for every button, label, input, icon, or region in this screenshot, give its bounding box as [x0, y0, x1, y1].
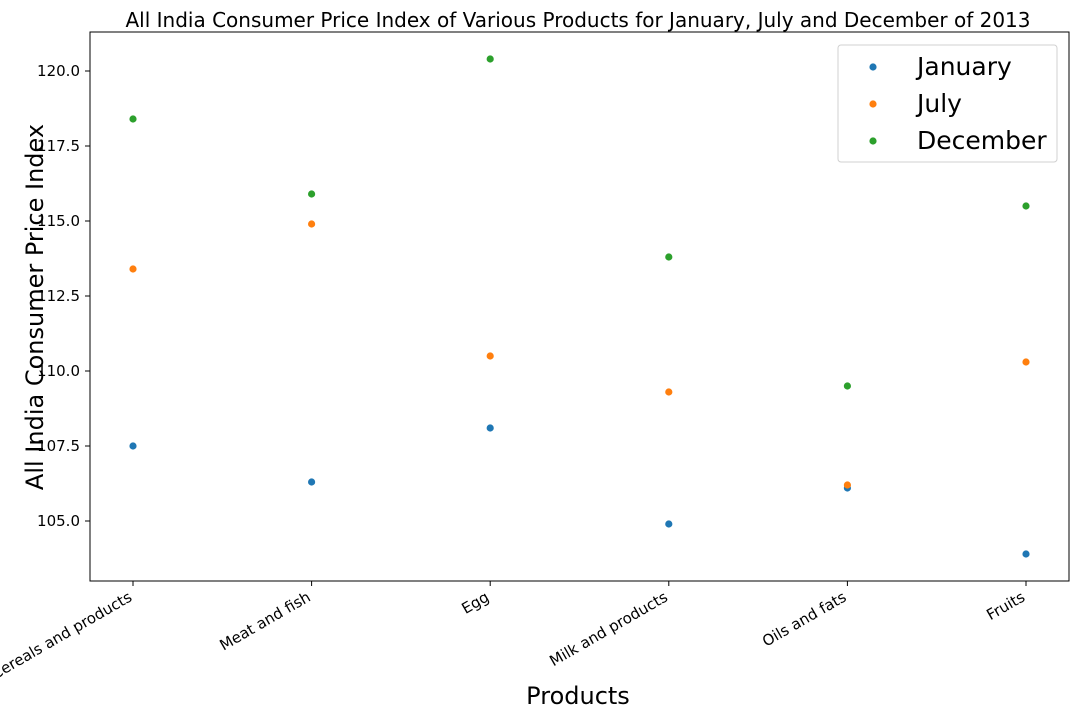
y-tick-label: 112.5: [37, 287, 80, 305]
legend-items: January July December: [869, 52, 1047, 155]
x-tick-label: Oils and fats: [759, 588, 849, 651]
legend-label-january: January: [915, 52, 1012, 81]
x-tick-label: Meat and fish: [216, 588, 313, 654]
x-axis-ticks: Cereals and products Meat and fish Egg Milk…: [0, 581, 1028, 683]
legend-marker-december: [869, 137, 877, 145]
x-tick-label: Milk and products: [546, 588, 671, 670]
data-point-january: [486, 424, 494, 432]
y-tick-label: 120.0: [37, 62, 80, 80]
data-point-july: [129, 265, 137, 273]
data-point-january: [1022, 550, 1030, 558]
legend-marker-january: [869, 63, 877, 71]
x-tick-label: Egg: [458, 588, 492, 618]
legend-label-july: July: [915, 89, 962, 118]
plot-area-frame: [89, 31, 1070, 582]
x-tick-label: Fruits: [983, 588, 1028, 624]
series-january-points: [129, 424, 1030, 558]
x-axis-label: Products: [526, 682, 630, 710]
x-tick-label: Cereals and products: [0, 588, 135, 683]
y-tick-label: 107.5: [37, 437, 80, 455]
y-tick-label: 110.0: [37, 362, 80, 380]
data-point-december: [486, 55, 494, 63]
data-point-january: [308, 478, 316, 486]
y-axis-label: All India Consumer Price Index: [21, 124, 49, 490]
data-point-january: [129, 442, 137, 450]
y-axis-ticks: 105.0 107.5 110.0 112.5 115.0 117.5 120.0: [37, 62, 90, 530]
data-point-december: [1022, 202, 1030, 210]
series-december-points: [129, 55, 1030, 390]
data-point-december: [129, 115, 137, 123]
data-point-january: [665, 520, 673, 528]
data-point-july: [486, 352, 494, 360]
legend-marker-july: [869, 100, 877, 108]
data-point-july: [665, 388, 673, 396]
legend: January July December: [837, 44, 1058, 163]
y-tick-label: 115.0: [37, 212, 80, 230]
data-point-december: [665, 253, 673, 261]
data-point-july: [308, 220, 316, 228]
data-point-december: [843, 382, 852, 390]
legend-label-december: December: [917, 126, 1047, 155]
data-points: [129, 55, 1030, 558]
y-tick-label: 105.0: [37, 512, 80, 530]
data-point-july: [1022, 358, 1030, 366]
legend-box: [837, 44, 1058, 163]
series-july-points: [129, 220, 1030, 489]
chart-title: All India Consumer Price Index of Variou…: [126, 8, 1031, 32]
data-point-december: [308, 190, 316, 198]
data-point-july: [843, 481, 852, 489]
y-tick-label: 117.5: [37, 137, 80, 155]
